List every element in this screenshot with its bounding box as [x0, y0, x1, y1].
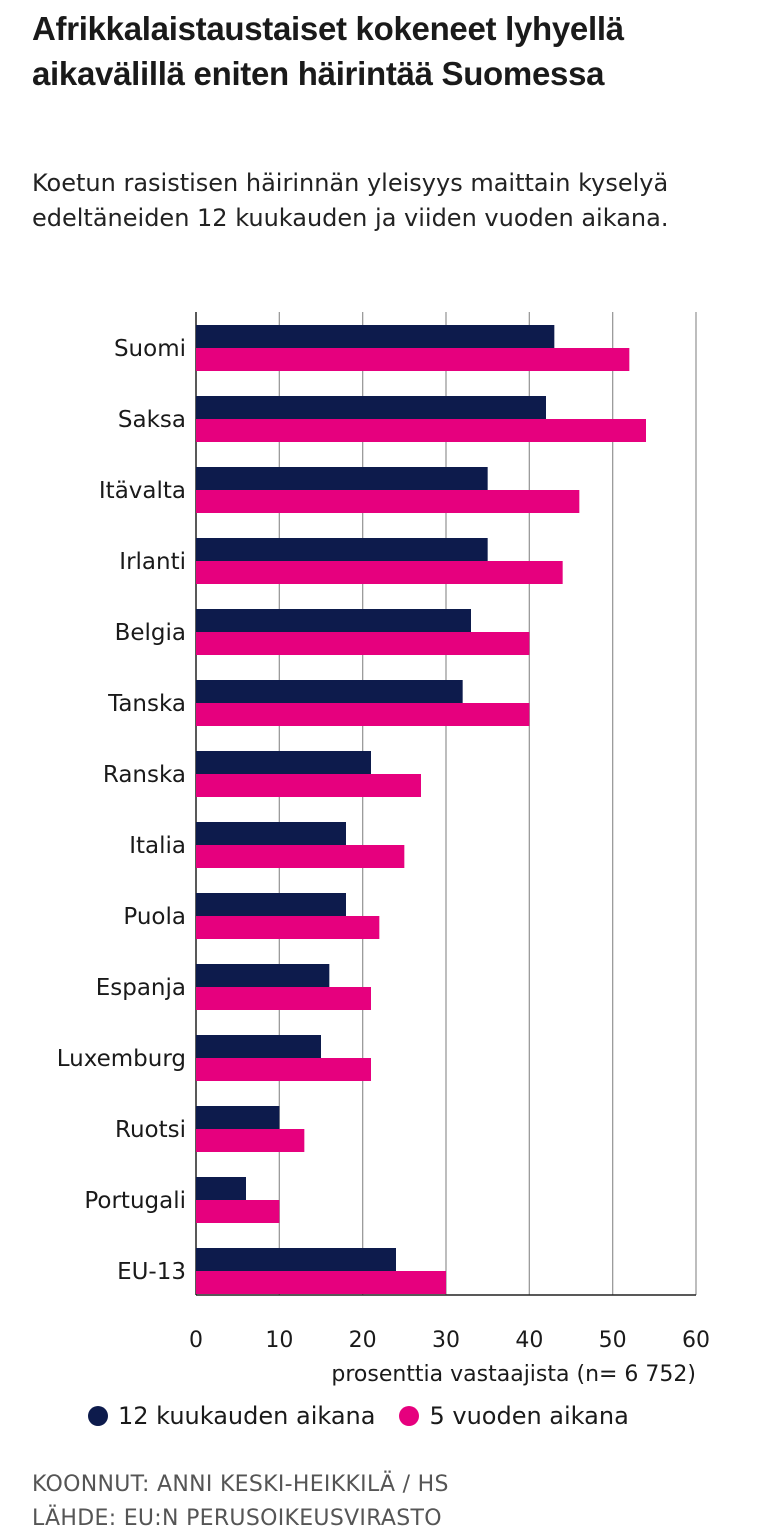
x-tick-label-40: 40 [515, 1328, 543, 1353]
bar-irlanti-5-years [196, 561, 563, 584]
bar-luxemburg-5-years [196, 1058, 371, 1081]
x-tick-label-50: 50 [599, 1328, 627, 1353]
x-tick-label-10: 10 [265, 1328, 293, 1353]
category-label-espanja: Espanja [96, 975, 186, 1001]
bar-italia-12-months [196, 822, 346, 845]
bar-chart: Suomi Saksa Itävalta Irlanti Belgia Tanska Ran… [57, 312, 710, 1387]
legend-swatch-12-months [88, 1406, 108, 1426]
category-label-suomi: Suomi [114, 336, 186, 362]
category-label-ruotsi: Ruotsi [115, 1117, 186, 1143]
bar-it-valta-12-months [196, 467, 488, 490]
bar-suomi-12-months [196, 325, 555, 348]
legend-swatch-5-years [399, 1406, 420, 1426]
legend: 12 kuukauden aikana 5 vuoden aikana [88, 1402, 653, 1430]
bars [196, 325, 646, 1294]
bar-ranska-5-years [196, 774, 421, 797]
source-line: LÄHDE: EU:N PERUSOIKEUSVIRASTO [32, 1506, 442, 1531]
category-label-saksa: Saksa [118, 407, 186, 433]
category-label-italia: Italia [129, 833, 186, 859]
category-label-it-valta: Itävalta [99, 478, 186, 504]
bar-suomi-5-years [196, 348, 630, 371]
bar-irlanti-12-months [196, 538, 488, 561]
bar-ranska-12-months [196, 751, 371, 774]
legend-label-12-months: 12 kuukauden aikana [118, 1402, 376, 1430]
bar-saksa-12-months [196, 396, 546, 419]
bar-italia-5-years [196, 845, 405, 868]
bar-portugali-12-months [196, 1177, 246, 1200]
bar-espanja-12-months [196, 964, 330, 987]
legend-label-5-years: 5 vuoden aikana [429, 1402, 629, 1430]
bar-eu-13-12-months [196, 1248, 396, 1271]
bar-tanska-5-years [196, 703, 530, 726]
bar-portugali-5-years [196, 1200, 280, 1223]
bar-it-valta-5-years [196, 490, 580, 513]
credit-line: KOONNUT: ANNI KESKI-HEIKKILÄ / HS [32, 1472, 449, 1497]
bar-ruotsi-12-months [196, 1106, 280, 1129]
category-label-belgia: Belgia [115, 620, 186, 646]
bar-belgia-12-months [196, 609, 471, 632]
bar-tanska-12-months [196, 680, 463, 703]
legend-item-12-months: 12 kuukauden aikana [88, 1402, 375, 1430]
x-tick-label-30: 30 [432, 1328, 460, 1353]
x-axis-ticks: 0 10 20 30 40 50 60 [189, 1328, 710, 1353]
category-labels: Suomi Saksa Itävalta Irlanti Belgia Tanska Ran… [57, 336, 186, 1285]
x-axis-label: prosenttia vastaajista (n= 6 752) [331, 1362, 696, 1387]
chart-title: Afrikkalaistaustaiset kokeneet lyhyellä … [32, 10, 624, 92]
bar-saksa-5-years [196, 419, 646, 442]
bar-puola-5-years [196, 916, 380, 939]
category-label-tanska: Tanska [107, 691, 186, 717]
category-label-ranska: Ranska [103, 762, 186, 788]
x-tick-label-20: 20 [349, 1328, 377, 1353]
bar-eu-13-5-years [196, 1271, 446, 1294]
x-tick-label-0: 0 [189, 1328, 203, 1353]
bar-luxemburg-12-months [196, 1035, 321, 1058]
legend-item-5-years: 5 vuoden aikana [399, 1402, 629, 1430]
category-label-puola: Puola [123, 904, 186, 930]
x-tick-label-60: 60 [682, 1328, 710, 1353]
bar-belgia-5-years [196, 632, 530, 655]
category-label-irlanti: Irlanti [119, 549, 186, 575]
bar-puola-12-months [196, 893, 346, 916]
bar-espanja-5-years [196, 987, 371, 1010]
category-label-portugali: Portugali [84, 1188, 186, 1214]
chart-subtitle: Koetun rasistisen häirinnän yleisyys mai… [32, 169, 669, 232]
category-label-eu-13: EU-13 [117, 1259, 186, 1285]
category-label-luxemburg: Luxemburg [57, 1046, 186, 1072]
bar-ruotsi-5-years [196, 1129, 305, 1152]
